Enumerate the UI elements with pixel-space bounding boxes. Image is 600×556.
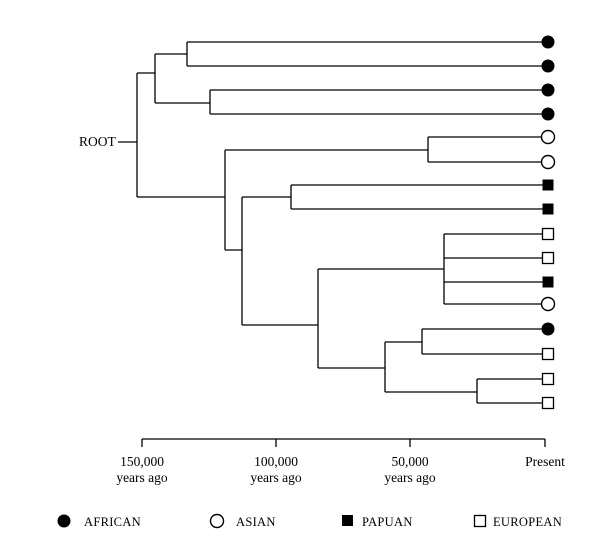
axis-tick-label: 50,000 [391, 454, 428, 469]
leaf-markers [540, 35, 556, 410]
legend-label-asian: ASIAN [236, 515, 276, 529]
african-leaf-marker [541, 107, 555, 121]
axis-tick-label: years ago [250, 470, 302, 485]
african-leaf-marker [541, 83, 555, 97]
european-leaf-marker [541, 372, 555, 386]
time-axis: 150,000 years ago 100,000 years ago 50,0… [116, 438, 565, 485]
root-label: ROOT [79, 134, 117, 149]
asian-legend-icon [209, 513, 225, 529]
axis-tick-label: Present [525, 454, 565, 469]
axis-tick-label: years ago [384, 470, 436, 485]
african-legend-icon [57, 514, 71, 528]
european-legend-icon [473, 514, 487, 528]
european-leaf-marker [541, 396, 555, 410]
african-leaf-marker [541, 59, 555, 73]
legend-label-european: EUROPEAN [493, 515, 562, 529]
european-leaf-marker [541, 251, 555, 265]
papuan-leaf-marker [542, 203, 554, 215]
papuan-leaf-marker [542, 276, 554, 288]
asian-leaf-marker [540, 154, 556, 170]
tree-branches [136, 41, 545, 404]
african-leaf-marker [541, 35, 555, 49]
papuan-leaf-marker [542, 179, 554, 191]
axis-tick-label: 150,000 [120, 454, 164, 469]
asian-leaf-marker [540, 129, 556, 145]
legend-label-papuan: PAPUAN [362, 515, 413, 529]
european-leaf-marker [541, 227, 555, 241]
european-leaf-marker [541, 347, 555, 361]
legend-label-african: AFRICAN [84, 515, 141, 529]
axis-tick-label: years ago [116, 470, 168, 485]
african-leaf-marker [541, 322, 555, 336]
papuan-legend-icon [342, 515, 353, 526]
asian-leaf-marker [540, 296, 556, 312]
legend: AFRICAN ASIAN PAPUAN EUROPEAN [57, 513, 562, 529]
axis-tick-label: 100,000 [254, 454, 298, 469]
